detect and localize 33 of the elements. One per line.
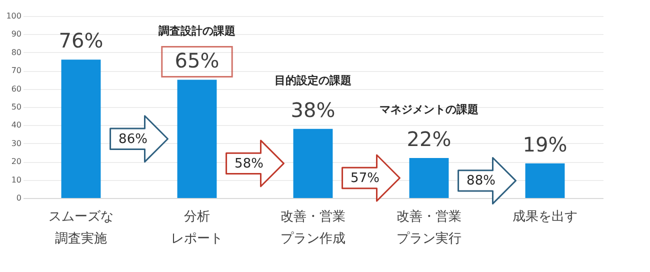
bar [293,128,333,198]
x-tick-label: 分析レポート [171,210,223,246]
annotation: 57% [350,170,380,186]
annotation: 目的設定の課題 [274,74,352,87]
bar [177,80,217,198]
annotation: 88% [466,174,496,189]
bar [525,163,565,198]
data-label: 19% [522,132,568,156]
x-tick-label: スムーズな調査実施 [48,210,114,246]
bar [61,60,101,198]
y-tick-label: 80 [11,48,22,57]
y-tick-label: 0 [16,194,22,202]
y-tick-label: 10 [11,175,22,184]
y-tick-label: 40 [11,120,22,130]
annotation: 58% [234,156,264,172]
y-tick-label: 50 [11,102,22,112]
bar [409,158,449,198]
y-tick-label: 20 [11,157,22,166]
annotation: 86% [118,132,148,147]
y-tick-label: 90 [11,30,22,39]
annotation: マネジメントの課題 [380,102,478,116]
y-tick-label: 60 [11,84,22,94]
y-tick-label: 70 [11,66,22,76]
x-tick-label: 改善・営業プラン作成 [280,208,346,246]
x-tick-label: 改善・営業プラン実行 [396,208,462,246]
data-label: 38% [290,98,336,122]
x-tick-label: 成果を出す [512,210,578,224]
annotation: 調査設計の課題 [158,24,236,38]
data-label: 22% [406,126,452,151]
data-label: 76% [58,28,104,53]
y-tick-label: 100 [6,12,22,20]
y-tick-label: 30 [11,138,22,148]
data-label: 65% [174,48,220,73]
